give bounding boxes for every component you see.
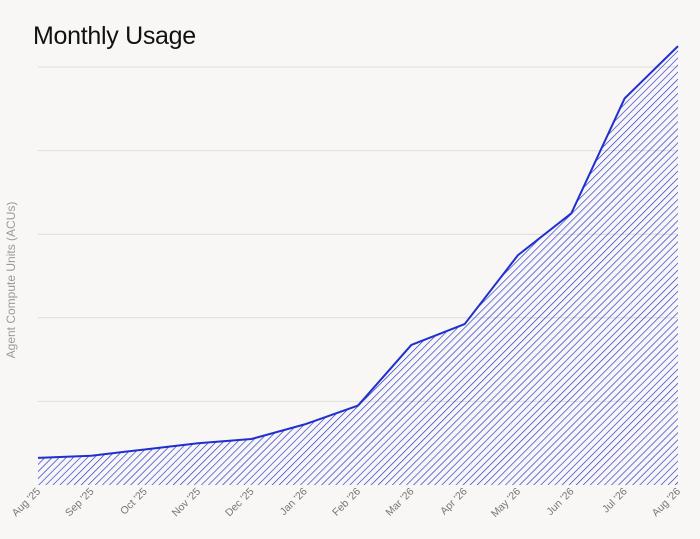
y-axis-label: Agent Compute Units (ACUs) — [4, 202, 18, 359]
area-fill — [38, 46, 678, 485]
x-tick-label: May '26 — [489, 486, 523, 520]
series-line — [37, 45, 679, 459]
x-tick-label: Mar '26 — [383, 486, 416, 519]
x-tick-label: Apr '26 — [438, 486, 470, 518]
chart-title: Monthly Usage — [33, 22, 196, 50]
x-tick-label: Dec '25 — [223, 486, 257, 520]
x-tick-label: Nov '25 — [170, 486, 204, 520]
x-tick-label: Aug '25 — [10, 486, 44, 520]
x-tick-label: Jul '26 — [600, 486, 630, 516]
x-tick-label: Sep '25 — [63, 486, 97, 520]
x-tick-label: Jun '26 — [544, 486, 576, 518]
x-tick-label: Feb '26 — [330, 486, 363, 519]
x-tick-label: Aug '26 — [650, 486, 684, 520]
x-axis-ticks: Aug '25 Sep '25 Oct '25 Nov '25 Dec '25 Jan '… — [10, 486, 684, 520]
x-tick-label: Oct '25 — [118, 486, 150, 518]
x-tick-label: Jan '26 — [278, 486, 310, 518]
area-series — [37, 45, 679, 485]
